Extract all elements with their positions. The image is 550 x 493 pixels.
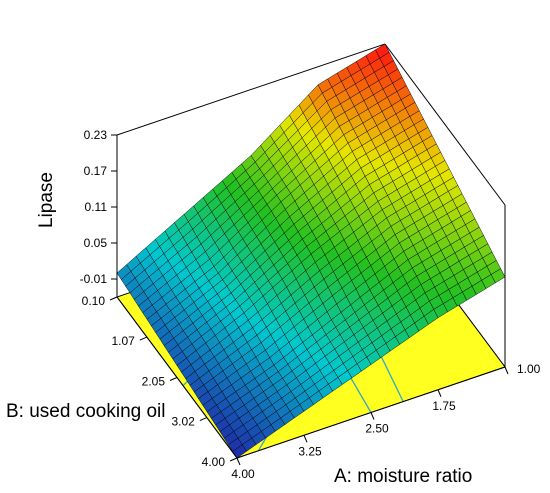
z-axis-label: Lipase xyxy=(36,172,57,228)
a-tick-label: 3.25 xyxy=(298,444,322,458)
a-tick-mark xyxy=(236,457,241,466)
a-tick-mark xyxy=(504,366,509,375)
z-tick-label: 0.17 xyxy=(84,164,108,178)
z-tick-label: -0.01 xyxy=(80,272,108,286)
b-tick-mark xyxy=(169,377,178,381)
b-tick-mark xyxy=(109,296,118,301)
z-tick-label: 0.23 xyxy=(84,128,108,142)
z-tick-label: 0.05 xyxy=(84,236,108,250)
a-tick-label: 1.00 xyxy=(517,362,541,376)
response-surface xyxy=(116,43,506,459)
z-tick-label: 0.11 xyxy=(85,200,108,214)
b-axis-ticks: 0.10 1.07 2.05 3.02 4.00 xyxy=(82,294,238,469)
b-tick-mark xyxy=(139,336,148,341)
b-tick-label: 1.07 xyxy=(111,334,135,348)
box-edge xyxy=(116,43,386,136)
b-tick-mark xyxy=(199,417,208,422)
a-tick-mark xyxy=(370,412,375,420)
a-tick-mark xyxy=(303,435,308,443)
a-tick-label: 2.50 xyxy=(365,422,389,436)
a-tick-label: 1.75 xyxy=(432,399,456,413)
b-tick-label: 2.05 xyxy=(142,375,166,389)
a-tick-mark xyxy=(437,389,442,397)
z-axis-ticks: 0.23 0.17 0.11 0.05 -0.01 xyxy=(80,128,117,286)
b-tick-mark xyxy=(229,457,238,462)
b-axis-label: B: used cooking oil xyxy=(6,401,166,422)
b-tick-label: 4.00 xyxy=(202,455,226,469)
box-edge xyxy=(384,43,506,206)
a-axis-label: A: moisture ratio xyxy=(334,466,472,487)
a-tick-label: 4.00 xyxy=(231,467,255,481)
b-tick-label: 0.10 xyxy=(82,294,106,308)
b-tick-label: 3.02 xyxy=(171,415,195,429)
a-axis-ticks: 1.00 1.75 2.50 3.25 4.00 xyxy=(231,362,540,481)
